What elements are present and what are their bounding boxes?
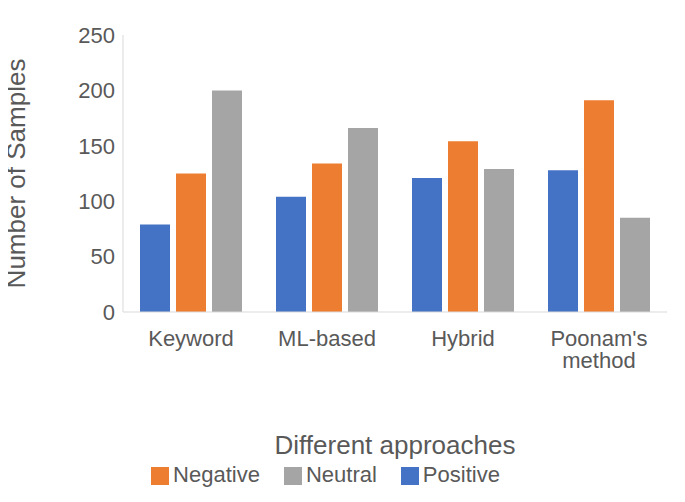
svg-text:150: 150 — [78, 134, 115, 159]
svg-text:200: 200 — [78, 78, 115, 103]
svg-text:Number of Samples: Number of Samples — [8, 59, 31, 289]
html-text:Negative: Negative — [173, 462, 260, 487]
html-text:Neutral: Neutral — [305, 462, 377, 487]
svg-text:ML-based: ML-based — [278, 326, 376, 351]
svg-text:Different approaches: Different approaches — [275, 430, 516, 460]
svg-text:0: 0 — [103, 300, 115, 325]
svg-text:100: 100 — [78, 189, 115, 214]
svg-text:Keyword: Keyword — [148, 326, 234, 351]
svg-text:250: 250 — [78, 23, 115, 48]
html-text:Positive: Positive — [422, 462, 500, 487]
svg-text:Hybrid: Hybrid — [431, 326, 495, 351]
svg-text:50: 50 — [91, 244, 115, 269]
svg-text:Poonam'smethod: Poonam'smethod — [550, 326, 647, 373]
